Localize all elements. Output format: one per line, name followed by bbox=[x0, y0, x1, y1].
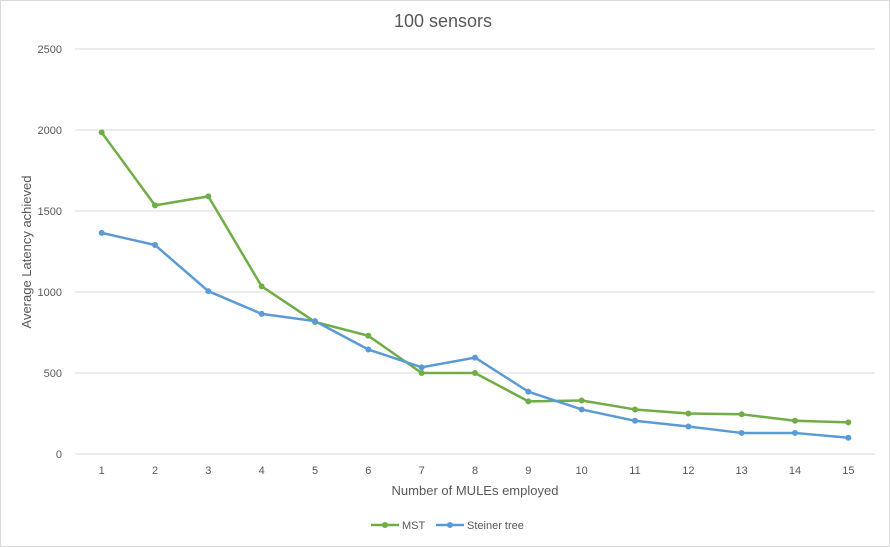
x-tick-label: 5 bbox=[312, 465, 318, 477]
series-0-point bbox=[578, 397, 585, 404]
series-1-point bbox=[472, 354, 478, 361]
chart-title: 100 sensors bbox=[394, 11, 492, 31]
series-line-1 bbox=[101, 231, 849, 440]
x-tick-label: 4 bbox=[259, 465, 265, 477]
series-1-point bbox=[738, 429, 745, 436]
gridlines bbox=[75, 48, 875, 455]
y-axis-label: Average Latency achieved bbox=[19, 176, 34, 329]
series-0-point bbox=[472, 370, 478, 376]
series-0-point bbox=[685, 410, 692, 417]
x-axis-label: Number of MULEs employed bbox=[392, 483, 559, 498]
y-axis-ticks: 0 500 1000 1500 2000 2500 bbox=[38, 44, 62, 461]
legend-label-1: Steiner tree bbox=[467, 520, 524, 532]
series-0-point bbox=[845, 419, 852, 426]
series-0-point bbox=[258, 283, 265, 290]
x-tick-label: 11 bbox=[629, 465, 640, 477]
x-axis-ticks: 1 2 3 4 5 6 7 8 9 10 11 12 13 14 15 bbox=[99, 465, 855, 477]
legend: MST Steiner tree bbox=[371, 520, 524, 532]
series-0-point bbox=[365, 332, 372, 339]
x-tick-label: 6 bbox=[365, 465, 371, 477]
legend-marker-0 bbox=[382, 522, 388, 528]
series-1-point bbox=[578, 406, 585, 413]
x-tick-label: 2 bbox=[152, 465, 158, 477]
x-tick-label: 1 bbox=[99, 465, 105, 477]
series-0-point bbox=[98, 129, 105, 136]
series-0-point bbox=[152, 202, 158, 209]
series-1-point bbox=[205, 288, 212, 295]
x-tick-label: 10 bbox=[576, 465, 588, 477]
series-1-point bbox=[632, 417, 638, 424]
x-tick-label: 8 bbox=[472, 465, 478, 477]
series-0-point bbox=[738, 411, 745, 418]
x-tick-label: 7 bbox=[419, 465, 425, 477]
series-1-point bbox=[258, 310, 265, 317]
series-1-point bbox=[312, 318, 318, 325]
x-tick-label: 3 bbox=[205, 465, 211, 477]
series-0-point bbox=[418, 370, 425, 376]
series-0-point bbox=[525, 398, 532, 405]
series-1-point bbox=[792, 429, 798, 436]
y-tick-label: 1000 bbox=[38, 287, 62, 299]
series-1-point bbox=[845, 434, 852, 441]
x-tick-label: 14 bbox=[789, 465, 801, 477]
x-tick-label: 13 bbox=[736, 465, 748, 477]
series-0-point bbox=[205, 193, 212, 200]
series-1-point bbox=[685, 423, 692, 430]
y-tick-label: 0 bbox=[56, 449, 62, 461]
series-group bbox=[98, 129, 852, 441]
legend-marker-1 bbox=[447, 522, 453, 528]
series-1-point bbox=[525, 388, 532, 395]
series-1-point bbox=[98, 229, 105, 236]
x-tick-label: 15 bbox=[842, 465, 854, 477]
series-1-point bbox=[152, 242, 158, 249]
series-0-point bbox=[792, 417, 798, 424]
legend-label-0: MST bbox=[402, 520, 426, 532]
series-line-0 bbox=[100, 131, 849, 424]
y-tick-label: 1500 bbox=[38, 206, 62, 218]
series-1-point bbox=[365, 346, 372, 353]
series-1-point bbox=[418, 364, 425, 371]
x-tick-label: 12 bbox=[682, 465, 694, 477]
y-tick-label: 2000 bbox=[38, 125, 62, 137]
series-0-point bbox=[632, 406, 638, 413]
y-tick-label: 2500 bbox=[38, 44, 62, 56]
y-tick-label: 500 bbox=[44, 368, 62, 380]
x-tick-label: 9 bbox=[525, 465, 531, 477]
